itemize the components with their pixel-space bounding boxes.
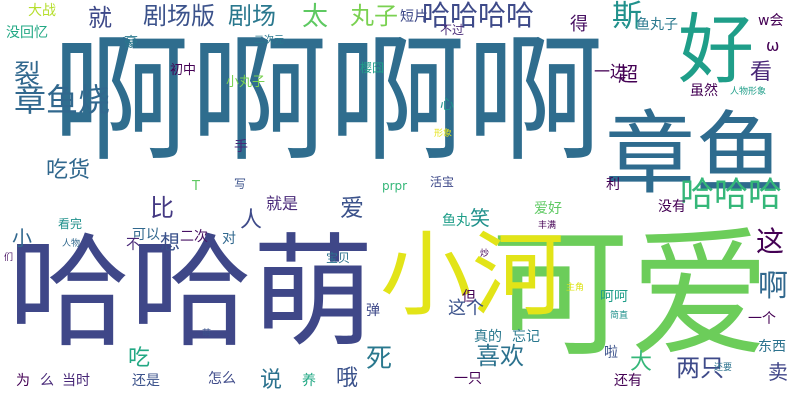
word-a: 啊: [758, 269, 788, 304]
word-er-ci: 二次: [180, 229, 208, 245]
word-ren-wu-xing-xiang: 人物形象: [730, 87, 767, 97]
word-xiao-laugh: 笑: [470, 206, 490, 230]
word-ai-hao: 爱好: [534, 201, 562, 217]
word-omega: ω: [766, 36, 780, 55]
word-xiao-he: 小河: [380, 222, 565, 329]
word-da: 大: [630, 350, 653, 375]
word-jiu-shi: 就是: [266, 194, 299, 213]
word-zhu-jiao: 主角: [566, 283, 585, 293]
word-tan: 弹: [366, 303, 380, 319]
word-kan: 看: [750, 60, 773, 85]
word-ha-ha-ha: 哈哈哈: [680, 175, 782, 215]
word-tai: 太: [302, 2, 329, 32]
word-wan-zi: 丸子: [350, 2, 398, 30]
word-ha-ha-meng: 哈哈萌: [8, 222, 374, 364]
word-da-zhan: 大战: [28, 3, 56, 19]
word-si-die: 死: [366, 344, 393, 374]
word-hai-yao: 还要: [714, 363, 733, 373]
word-dui: 对: [222, 231, 236, 247]
word-dong-xi: 东西: [758, 339, 786, 355]
word-men: 们: [4, 253, 14, 263]
word-xiang: 想: [160, 230, 180, 254]
word-hao: 好: [678, 5, 754, 94]
word-duan-pian: 短片: [400, 9, 428, 25]
word-zhe-ge: 这个: [448, 298, 484, 319]
word-hai-shi: 还是: [132, 373, 160, 389]
word-yang: 养: [302, 373, 316, 389]
word-zen-me: 怎么: [208, 371, 236, 387]
word-sui-ran: 虽然: [690, 83, 718, 99]
word-ju-chang: 剧场: [228, 2, 276, 30]
word-mei-hui-yi: 没回忆: [6, 25, 48, 41]
word-he-he: 呵呵: [600, 289, 628, 305]
word-ai: 爱: [340, 194, 364, 222]
word-bu-guo: 不过: [440, 23, 465, 37]
word-a-a-a-a: 啊啊啊啊: [52, 20, 605, 181]
word-zhang-yu-shao: 章鱼烧: [14, 81, 111, 119]
word-yu-wan: 鱼丸: [442, 213, 470, 229]
word-shuo: 说: [260, 368, 283, 393]
word-zhe: 这: [756, 225, 785, 258]
word-prpr: prpr: [382, 179, 408, 193]
word-chao: 超: [618, 62, 638, 86]
word-huo-bao: 活宝: [430, 175, 455, 189]
word-mei-you: 没有: [658, 199, 686, 215]
word-hao-small: 豪: [124, 35, 138, 51]
word-me: 么: [40, 373, 54, 389]
word-de: 得: [570, 14, 588, 35]
word-jiu: 就: [88, 4, 112, 32]
word-xiao-wan-zi: 小丸子: [226, 75, 266, 90]
word-t: T: [192, 179, 200, 194]
word-ke-ai: 可爱: [490, 214, 771, 377]
word-xiao: 小: [12, 226, 32, 250]
word-xi-huan: 喜欢: [476, 342, 524, 370]
word-wang-ji: 忘记: [512, 329, 540, 345]
word-ying-jiong: 樱囧: [360, 61, 385, 75]
word-liang-zhi: 两只: [676, 354, 724, 382]
word-ren-wu: 人物: [62, 239, 81, 249]
word-si: 斯: [612, 0, 642, 34]
word-zhang-yu: 章鱼: [605, 102, 785, 207]
word-hai-you: 还有: [614, 373, 642, 389]
word-zhen-de: 真的: [474, 329, 502, 345]
word-yi-bian: 一边: [594, 62, 627, 81]
word-dan: 但: [462, 289, 476, 305]
word-li: 利: [606, 177, 620, 193]
word-yu-wan-zi: 鱼丸子: [636, 17, 678, 33]
word-jian-zhi: 简直: [610, 311, 629, 321]
word-chao-fry: 炒: [480, 249, 490, 259]
word-ren: 人: [240, 208, 263, 233]
word-bu: 不: [126, 237, 140, 253]
word-bi: 比: [150, 194, 174, 222]
word-er-ci-yuan: 二次元: [254, 35, 284, 46]
word-shou: 手: [234, 139, 248, 155]
word-dang-shi: 当时: [62, 373, 90, 389]
word-lie: 裂: [14, 60, 41, 90]
word-chi: 吃: [128, 346, 151, 371]
word-ke-yi: 可以: [132, 227, 160, 243]
word-feng-man: 丰满: [538, 221, 557, 231]
word-la: 啦: [604, 345, 618, 361]
word-xin: 心: [440, 97, 454, 113]
word-ju-chang-ban: 剧场版: [143, 2, 215, 30]
word-yi-ge: 一个: [748, 311, 776, 327]
word-w-hui: w会: [758, 13, 784, 29]
word-chu-zhong: 初中: [170, 63, 197, 78]
word-xie: 写: [234, 177, 247, 191]
word-chi-huo: 吃货: [46, 158, 91, 183]
word-yi-zhi: 一只: [454, 371, 482, 387]
word-mai: 卖: [768, 360, 788, 384]
word-o: 哦: [336, 366, 359, 391]
word-kan-wan: 看完: [58, 217, 83, 231]
word-ha-ha-ha-ha: 哈哈哈哈: [422, 0, 535, 32]
word-wei: 为: [16, 373, 30, 389]
word-bao-bei: 宝贝: [326, 251, 351, 265]
word-xing-xiang: 形象: [434, 129, 453, 139]
word-meng-small: 萌: [202, 329, 212, 339]
